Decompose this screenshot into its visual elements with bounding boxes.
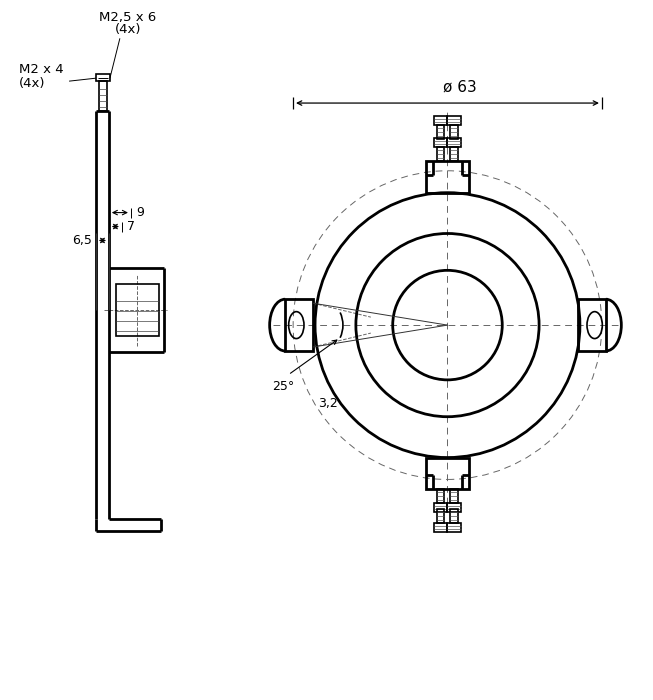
Bar <box>447 503 462 512</box>
Bar <box>451 489 458 503</box>
Bar <box>436 489 445 503</box>
Text: ø 63: ø 63 <box>443 79 476 94</box>
Bar <box>99 81 107 111</box>
Text: 7: 7 <box>127 220 135 233</box>
Bar <box>116 284 159 336</box>
Bar <box>447 138 462 147</box>
Text: (4x): (4x) <box>20 77 46 90</box>
Bar <box>434 138 447 147</box>
Bar <box>436 125 445 139</box>
Text: 9: 9 <box>136 206 144 219</box>
Bar <box>578 299 606 351</box>
Bar <box>451 147 458 161</box>
Bar <box>434 524 447 532</box>
Bar <box>451 125 458 139</box>
Bar <box>436 510 445 524</box>
Bar <box>426 161 470 192</box>
Bar <box>434 503 447 512</box>
Text: M2,5 x 6: M2,5 x 6 <box>99 11 157 25</box>
Bar <box>434 116 447 125</box>
Bar <box>451 510 458 524</box>
Text: 25°: 25° <box>272 380 295 393</box>
Bar <box>285 299 313 351</box>
Text: M2 x 4: M2 x 4 <box>20 63 64 76</box>
Bar <box>436 147 445 161</box>
Bar <box>96 74 110 81</box>
Text: (4x): (4x) <box>114 23 141 36</box>
Bar <box>447 116 462 125</box>
Text: 6,5: 6,5 <box>72 234 92 247</box>
Bar <box>447 524 462 532</box>
Bar <box>426 458 470 489</box>
Text: 3,2: 3,2 <box>318 397 338 410</box>
